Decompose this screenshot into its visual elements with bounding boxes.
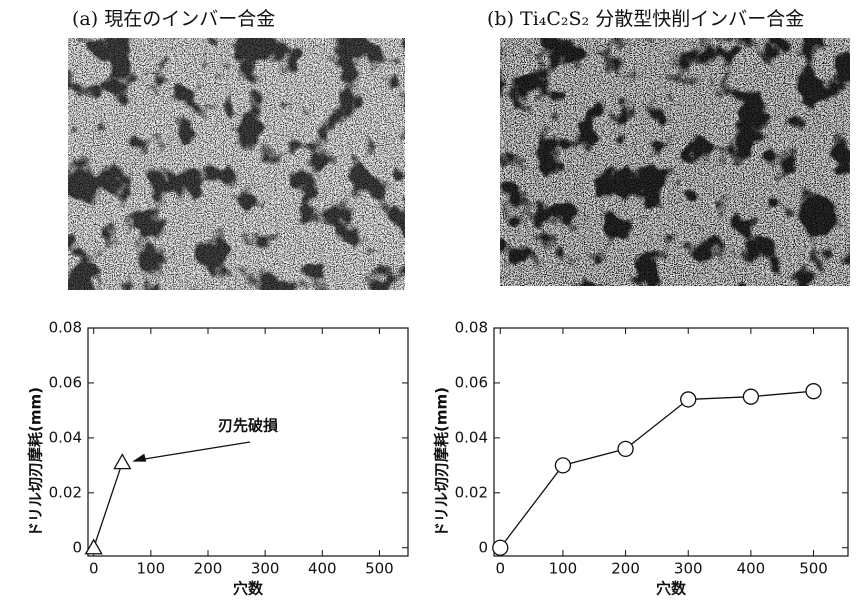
y-tick-label: 0.06 [49,373,82,391]
series-line [93,462,123,548]
plot-frame [493,327,849,557]
y-tick-label: 0 [478,538,488,556]
x-tick-label: 100 [549,560,578,578]
y-tick-label: 0.06 [455,373,488,391]
marker [84,538,103,555]
x-tick-label: 0 [495,560,505,578]
y-tick-label: 0.02 [49,483,82,501]
x-tick-label: 200 [194,560,223,578]
marker [805,383,822,400]
plot-frame [87,327,409,557]
annotation-arrow [134,441,251,462]
chart-title: (a) 現在のインバー合金 [72,8,275,30]
y-tick-label: 0.08 [49,319,82,337]
marker [680,391,697,408]
marker [492,539,509,556]
y-tick-label: 0.08 [455,319,488,337]
marker [742,388,760,405]
photo-b [500,38,850,286]
marker [554,457,572,474]
y-tick-label: 0.04 [455,428,488,446]
arrow-head [132,453,147,462]
y-axis-label: ドリル切刃摩耗(mm) [27,387,45,537]
chart-title: (b) Ti₄C₂S₂ 分散型快削インバー合金 [487,8,804,30]
x-tick-label: 0 [89,560,99,578]
y-tick-label: 0.02 [455,483,488,501]
x-axis-label: 穴数 [233,580,264,598]
x-tick-label: 400 [737,560,766,578]
x-axis-label: 穴数 [656,580,687,598]
series-line [499,390,814,549]
marker [113,453,132,470]
x-tick-label: 300 [251,560,280,578]
x-tick-label: 300 [674,560,703,578]
x-tick-label: 100 [137,560,166,578]
photo-a [68,38,405,290]
marker [617,440,634,458]
x-tick-label: 500 [799,560,828,578]
annotation: 刃先破損 [218,417,279,435]
y-tick-label: 0.04 [49,428,82,446]
y-axis-label: ドリル切刃摩耗(mm) [433,387,451,537]
x-tick-label: 400 [308,560,337,578]
x-tick-label: 500 [365,560,394,578]
x-tick-label: 200 [611,560,640,578]
y-tick-label: 0 [72,538,82,556]
